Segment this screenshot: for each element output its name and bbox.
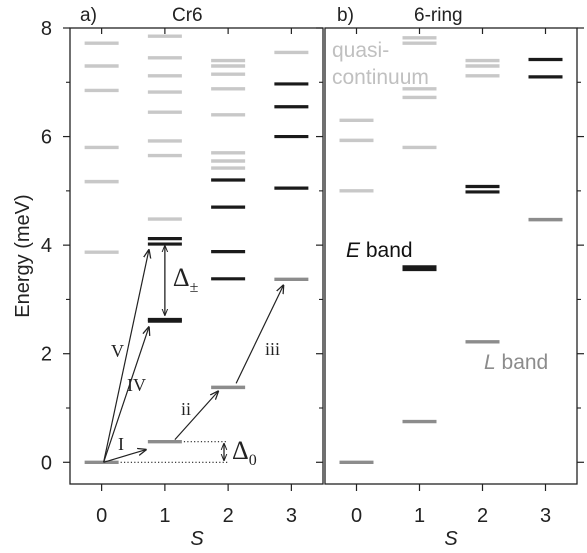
transition-label-i: I [118, 434, 124, 454]
transition-arrow-iii [235, 285, 283, 384]
delta0-label: Δ0 [232, 436, 257, 469]
e-band-label: E band [346, 239, 413, 262]
x-axis-title-panel-a: S [190, 528, 204, 550]
x-tick-labels-panel-b: 0 1 2 3 [351, 505, 551, 527]
quasi-continuum-label-line2: continuum [332, 66, 429, 89]
energy-levels-panel-a [84, 34, 309, 464]
energy-levels-panel-b [339, 36, 563, 464]
annotations: Δ± Δ0 [120, 246, 257, 469]
transition-label-ii: ii [181, 399, 191, 419]
x-tick-label-b-2: 2 [477, 505, 488, 527]
axis-ticks [63, 27, 584, 491]
l-band-letter: L [484, 351, 496, 374]
y-tick-label-2: 2 [41, 344, 52, 366]
transition-arrow-v [103, 250, 149, 463]
x-tick-label-b-3: 3 [540, 505, 551, 527]
panel-b-title: 6-ring [414, 5, 463, 26]
e-band-letter: E [346, 239, 361, 262]
transition-arrow-ii [174, 391, 218, 441]
quasi-continuum-label-line1: quasi- [332, 39, 389, 62]
x-tick-label-b-0: 0 [351, 505, 362, 527]
panel-a-title: Cr6 [172, 5, 203, 26]
delta-pm-label: Δ± [173, 263, 199, 296]
transition-label-iv: IV [127, 375, 146, 395]
e-band-word: band [360, 239, 413, 262]
y-tick-label-0: 0 [41, 452, 52, 474]
y-axis-title: Energy (meV) [12, 194, 34, 317]
transition-arrow-i [103, 450, 146, 463]
panel-a-label: a) [80, 5, 97, 26]
x-axis-title-panel-b: S [444, 528, 458, 550]
transition-label-v: V [111, 341, 124, 361]
y-tick-label-6: 6 [41, 127, 52, 149]
x-tick-label-a-1: 1 [159, 505, 170, 527]
panel-b-label: b) [337, 5, 354, 26]
x-tick-label-b-1: 1 [414, 505, 425, 527]
transition-arrow-iv [103, 327, 149, 463]
transition-label-iii: iii [265, 339, 280, 359]
x-tick-label-a-0: 0 [96, 505, 107, 527]
x-tick-label-a-3: 3 [286, 505, 297, 527]
l-band-label: L band [484, 351, 548, 374]
y-tick-labels: 0 2 4 6 8 [41, 18, 52, 474]
y-tick-label-4: 4 [41, 235, 52, 257]
l-band-word: band [496, 351, 549, 374]
x-tick-labels-panel-a: 0 1 2 3 [96, 505, 297, 527]
y-tick-label-8: 8 [41, 18, 52, 40]
panel-b-frame [324, 27, 578, 485]
x-tick-label-a-2: 2 [223, 505, 234, 527]
panel-a-frame [69, 27, 324, 485]
